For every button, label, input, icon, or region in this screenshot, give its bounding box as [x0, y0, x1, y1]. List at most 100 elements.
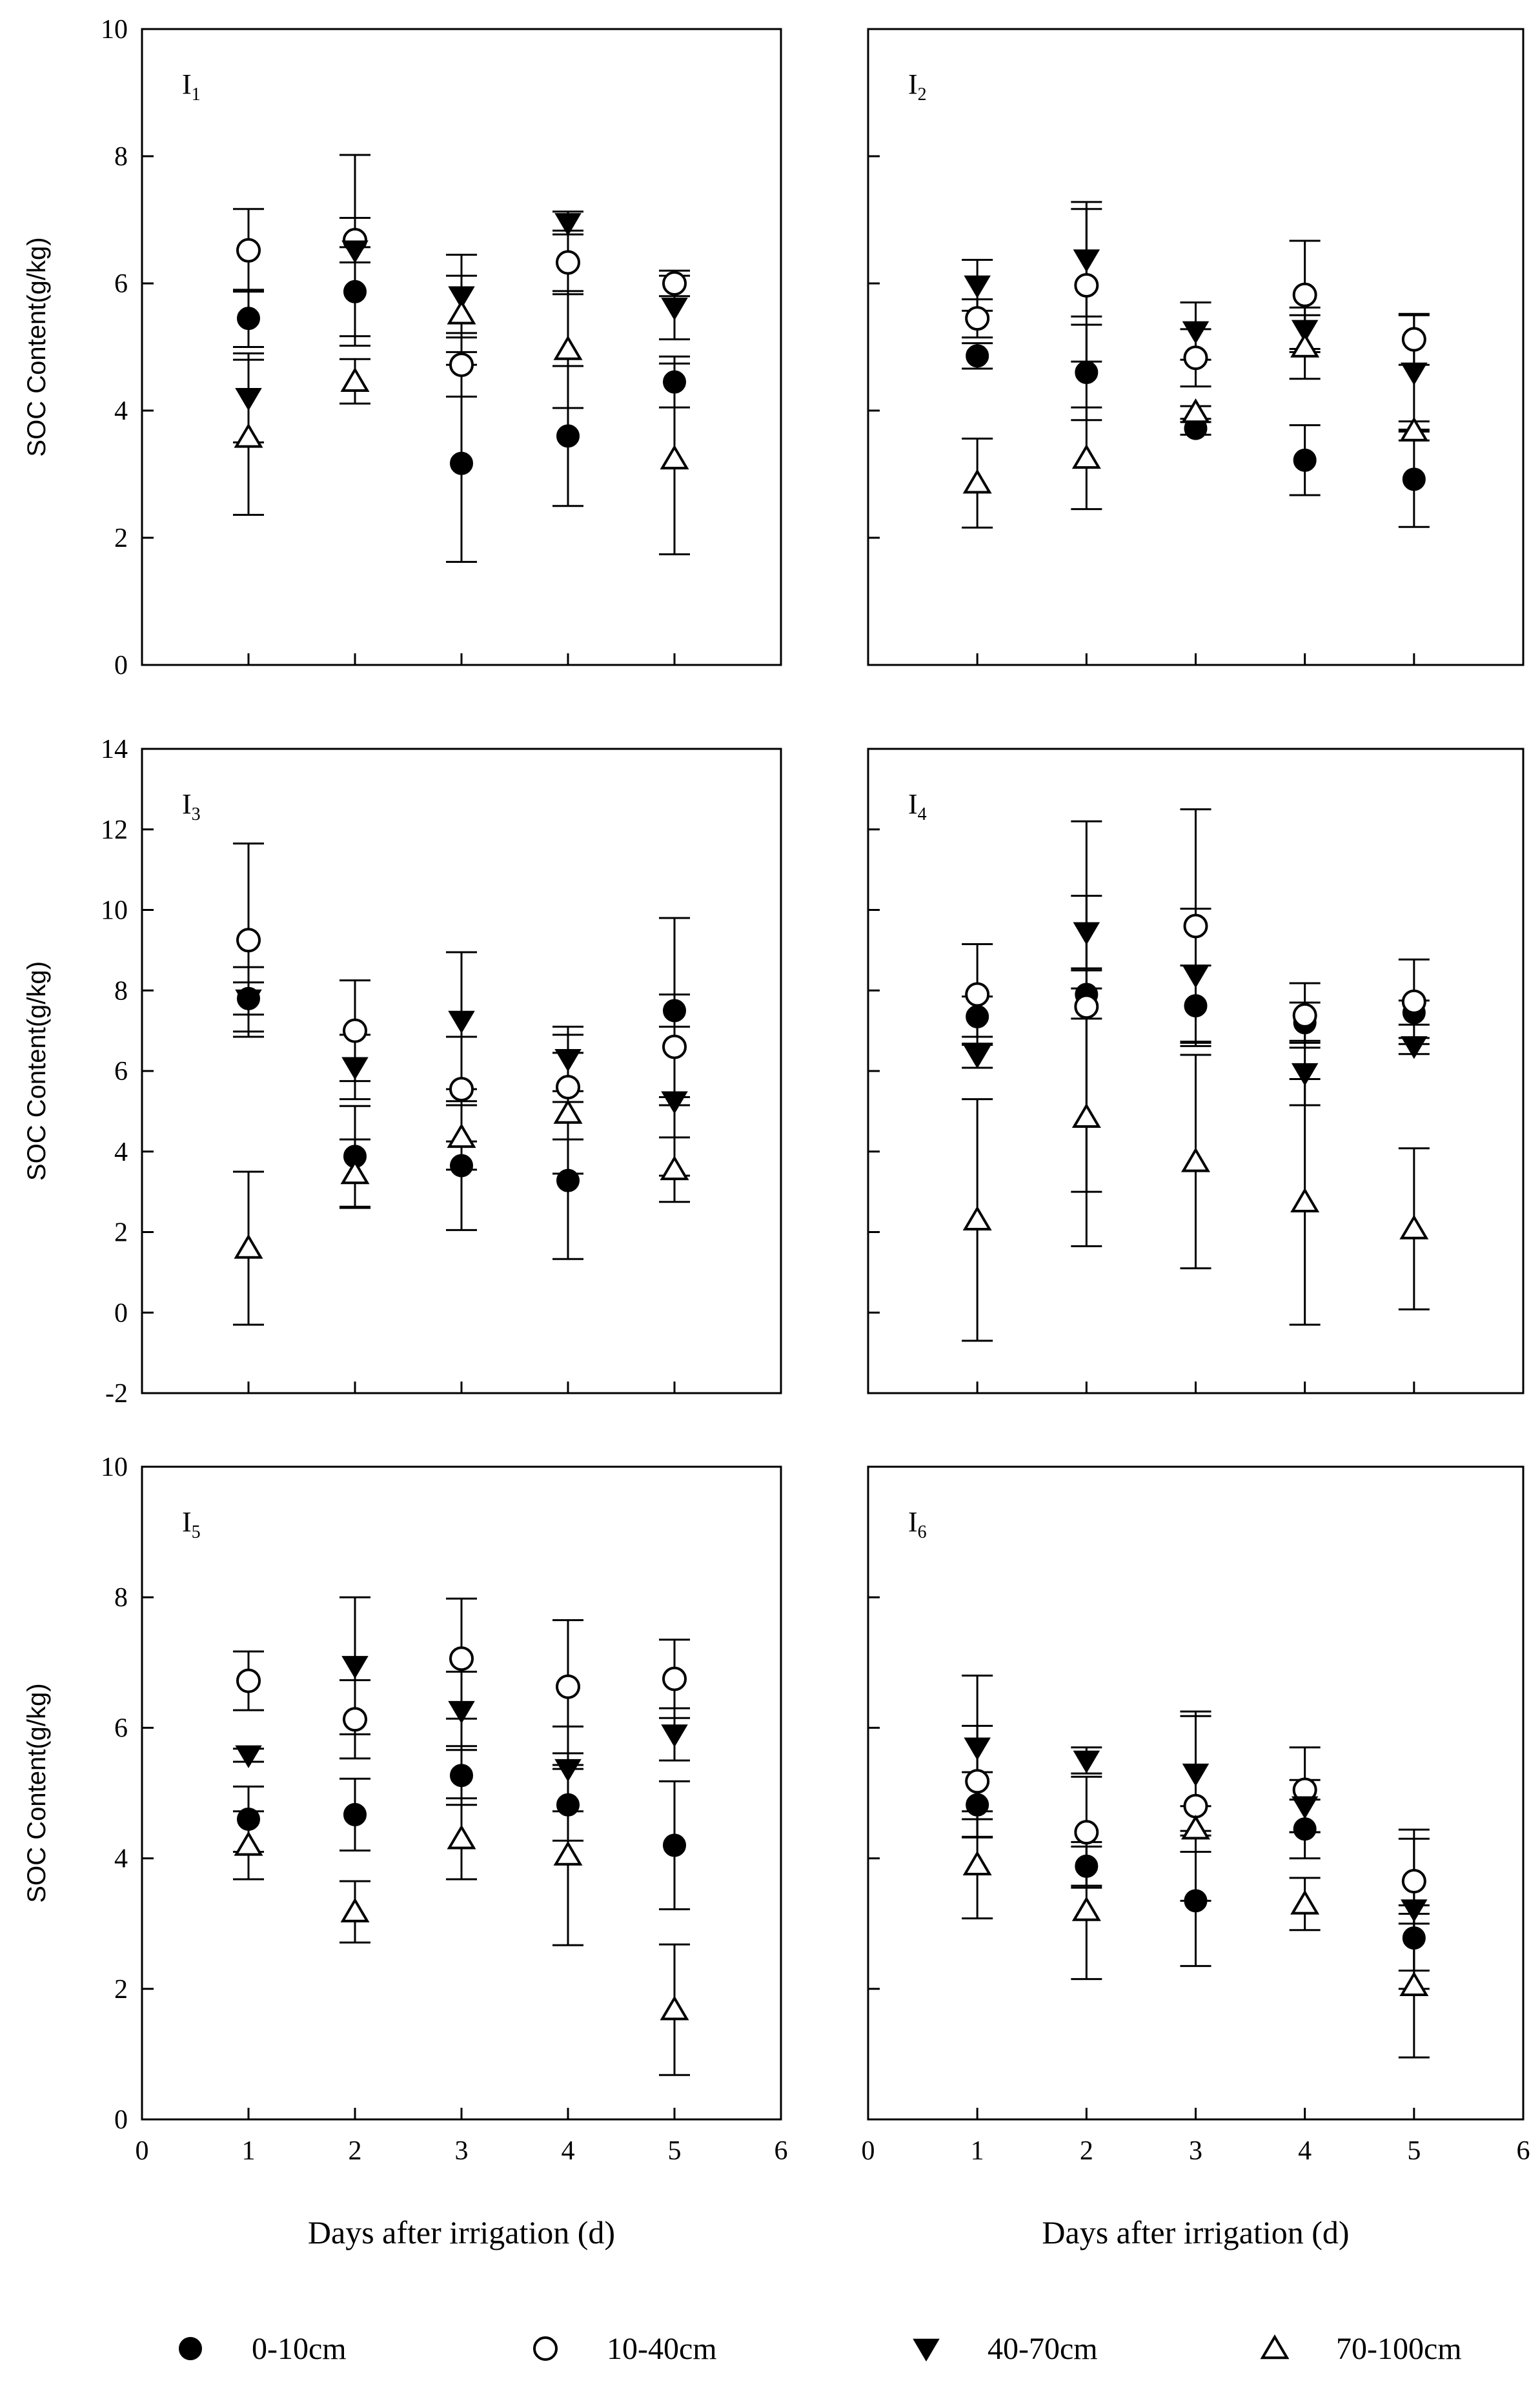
point-0-10cm [1293, 1817, 1317, 1841]
point-40-70cm [964, 1046, 991, 1069]
point-10-40cm [1074, 994, 1099, 1019]
panel-label: I4 [908, 788, 927, 824]
point-40-70cm [1401, 1899, 1428, 1923]
point-70-100cm [660, 1995, 689, 2021]
point-0-10cm [1075, 360, 1099, 384]
y-tick-label: -2 [105, 1379, 128, 1409]
x-tick-label: 2 [1080, 2136, 1093, 2166]
legend-entry: 10-40cm [533, 2332, 717, 2366]
point-40-70cm [1182, 1763, 1210, 1787]
point-10-40cm [662, 271, 687, 296]
point-40-70cm [448, 1010, 475, 1034]
panel-label: I3 [182, 788, 201, 824]
point-40-70cm [1401, 362, 1428, 385]
point-10-40cm [236, 238, 261, 263]
point-70-100cm [962, 1850, 992, 1875]
point-10-40cm [449, 1646, 474, 1671]
point-70-100cm [962, 469, 992, 494]
point-70-100cm [234, 1234, 263, 1259]
panel-I4: I4 [867, 748, 1525, 1394]
x-tick-label: 5 [668, 2136, 682, 2166]
panel-I1: 0 2 4 6 8 10 I1 [101, 15, 782, 680]
point-0-10cm [1184, 994, 1208, 1017]
point-40-70cm [1182, 965, 1210, 988]
point-0-10cm [450, 1154, 473, 1178]
y-tick-label: 10 [101, 896, 128, 926]
x-tick-label: 1 [242, 2136, 256, 2166]
panel-label-subscript: 3 [192, 804, 201, 824]
legend-marker [533, 2336, 558, 2361]
point-70-100cm [1290, 332, 1320, 358]
y-tick-label: 10 [101, 15, 128, 45]
x-tick-label: 2 [349, 2136, 362, 2166]
point-70-100cm [447, 300, 476, 325]
x-tick-label: 3 [455, 2136, 469, 2166]
legend-label: 10-40cm [607, 2332, 717, 2366]
point-0-10cm [450, 1764, 473, 1788]
point-40-70cm [1073, 1750, 1100, 1773]
y-axis-label: SOC Content(g/kg) [23, 961, 51, 1181]
y-tick-label: 0 [114, 1298, 128, 1328]
point-10-40cm [236, 1668, 261, 1693]
point-40-70cm [1291, 1063, 1319, 1086]
y-tick-label: 4 [114, 1844, 128, 1874]
point-40-70cm [964, 1737, 991, 1760]
x-tick-label: 5 [1407, 2136, 1421, 2166]
point-10-40cm [556, 1674, 580, 1699]
point-10-40cm [1292, 282, 1317, 307]
point-10-40cm [556, 250, 580, 275]
point-10-40cm [1074, 272, 1099, 298]
point-70-100cm [1290, 1187, 1320, 1212]
y-tick-label: 6 [114, 1713, 128, 1743]
point-40-70cm [554, 1049, 582, 1072]
point-40-70cm [341, 240, 369, 263]
point-10-40cm [965, 306, 990, 331]
point-40-70cm [235, 1745, 262, 1768]
y-tick-label: 0 [114, 651, 128, 680]
point-0-10cm [556, 1168, 580, 1192]
point-0-10cm [1184, 1889, 1208, 1913]
x-axis-label: Days after irrigation (d) [308, 2214, 615, 2250]
point-70-100cm [340, 1159, 370, 1185]
point-40-70cm [554, 1759, 582, 1782]
point-40-70cm [341, 1656, 369, 1679]
point-10-40cm [1401, 1868, 1426, 1893]
point-40-70cm [554, 213, 582, 236]
point-40-70cm [341, 1057, 369, 1080]
legend-marker [179, 2337, 202, 2360]
y-tick-label: 12 [101, 815, 128, 845]
point-10-40cm [1183, 1793, 1208, 1819]
y-tick-label: 14 [101, 735, 128, 764]
y-tick-label: 2 [114, 524, 128, 553]
point-70-100cm [1071, 1103, 1101, 1128]
point-70-100cm [447, 1824, 476, 1850]
panel-label-subscript: 1 [192, 85, 201, 105]
point-40-70cm [1073, 249, 1100, 272]
y-axis-label: SOC Content(g/kg) [23, 1683, 51, 1902]
point-0-10cm [966, 1793, 989, 1817]
y-tick-label: 10 [101, 1453, 128, 1482]
point-0-10cm [237, 1807, 260, 1831]
panel-label: I6 [908, 1506, 927, 1542]
legend-label: 40-70cm [988, 2332, 1098, 2366]
point-0-10cm [1402, 1926, 1426, 1950]
point-70-100cm [1399, 1214, 1429, 1239]
point-70-100cm [447, 1123, 476, 1148]
point-0-10cm [1402, 467, 1426, 491]
point-70-100cm [553, 1841, 583, 1866]
x-tick-label: 0 [862, 2136, 875, 2166]
point-10-40cm [1401, 327, 1426, 352]
point-40-70cm [661, 1724, 688, 1748]
panel-label-subscript: 2 [918, 85, 927, 105]
point-70-100cm [1071, 444, 1101, 469]
legend-entry: 70-100cm [1260, 2332, 1462, 2366]
point-40-70cm [448, 286, 475, 309]
y-tick-label: 4 [114, 396, 128, 426]
point-70-100cm [1181, 1815, 1210, 1840]
point-10-40cm [1292, 1003, 1317, 1028]
point-70-100cm [234, 1831, 263, 1856]
point-70-100cm [340, 367, 370, 392]
point-40-70cm [235, 388, 262, 411]
